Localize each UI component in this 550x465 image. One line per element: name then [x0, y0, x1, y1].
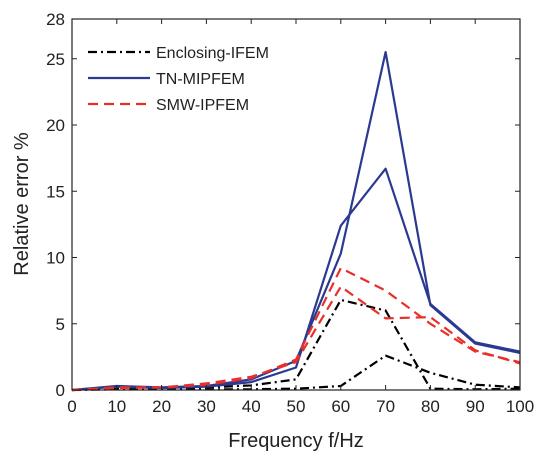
plot-background — [72, 19, 520, 390]
x-tick-label: 60 — [331, 397, 350, 416]
x-tick-label: 30 — [197, 397, 216, 416]
series-line — [71, 285, 521, 392]
legend: Enclosing-IFEM TN-MIPFEM SMW-IPFEM — [88, 45, 269, 114]
x-axis: 0 10 20 30 40 50 60 70 80 90 100 — [67, 19, 534, 416]
series-line — [71, 354, 521, 392]
x-tick-label: 100 — [506, 397, 534, 416]
y-tick-label: 25 — [46, 50, 65, 69]
series-layer — [71, 50, 521, 392]
y-tick-label: 28 — [46, 10, 65, 29]
y-tick-label: 15 — [46, 182, 65, 201]
legend-label: TN-MIPFEM — [156, 71, 245, 88]
y-axis: 0 5 10 15 20 25 28 — [46, 10, 520, 400]
x-tick-label: 0 — [67, 397, 76, 416]
y-tick-label: 20 — [46, 116, 65, 135]
x-axis-label: Frequency f/Hz — [228, 430, 364, 452]
series-enclosing-ifem — [71, 298, 521, 392]
series-smw-ipfem — [71, 267, 521, 392]
x-tick-label: 40 — [242, 397, 261, 416]
x-tick-label: 90 — [466, 397, 485, 416]
legend-label: Enclosing-IFEM — [156, 45, 269, 62]
x-tick-label: 80 — [421, 397, 440, 416]
x-tick-label: 70 — [376, 397, 395, 416]
y-tick-label: 10 — [46, 249, 65, 268]
series-line — [71, 167, 521, 392]
legend-label: SMW-IPFEM — [156, 97, 249, 114]
series-line — [71, 267, 521, 392]
x-tick-label: 50 — [287, 397, 306, 416]
x-tick-label: 10 — [107, 397, 126, 416]
x-tick-label: 20 — [152, 397, 171, 416]
y-tick-label: 5 — [56, 315, 65, 334]
y-tick-label: 0 — [56, 381, 65, 400]
y-axis-label: Relative error % — [11, 132, 33, 276]
